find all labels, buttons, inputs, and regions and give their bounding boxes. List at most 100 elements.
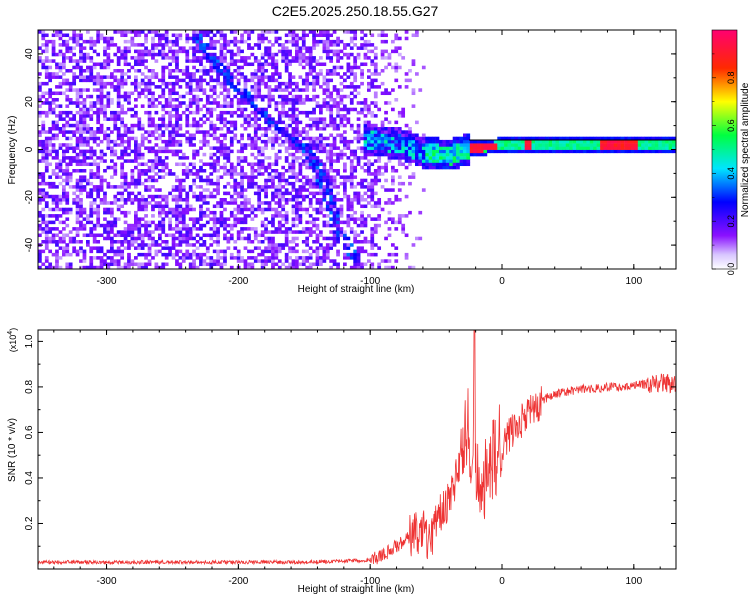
heatmap-cell: [415, 162, 419, 167]
heatmap-cell: [144, 252, 148, 257]
heatmap-cell: [216, 146, 220, 150]
heatmap-cell: [205, 30, 210, 34]
heatmap-cell: [277, 230, 282, 234]
heatmap-cell: [260, 107, 265, 112]
heatmap-cell: [384, 127, 388, 131]
heatmap-cell: [257, 85, 262, 89]
heatmap-cell: [507, 136, 512, 141]
heatmap-cell: [247, 78, 251, 83]
heatmap-cell: [397, 198, 402, 202]
heatmap-cell: [219, 204, 224, 209]
heatmap-cell: [199, 191, 203, 196]
heatmap-cell: [257, 136, 262, 141]
heatmap-cell: [161, 130, 166, 134]
heatmap-cell: [134, 85, 138, 89]
heatmap-cell: [370, 217, 375, 221]
heatmap-cell: [223, 94, 227, 99]
heatmap-cell: [504, 146, 508, 150]
heatmap-cell: [216, 69, 220, 73]
heatmap-cell: [456, 139, 460, 144]
heatmap-cell: [178, 114, 183, 118]
heatmap-cell: [308, 230, 313, 234]
heatmap-cell: [113, 262, 118, 267]
heatmap-cell: [630, 143, 635, 147]
heatmap-cell: [171, 246, 176, 250]
heatmap-cell: [48, 143, 53, 147]
heatmap-cell: [370, 236, 375, 241]
heatmap-cell: [216, 178, 220, 183]
heatmap-cell: [665, 149, 669, 154]
heatmap-cell: [192, 165, 196, 170]
heatmap-cell: [127, 233, 131, 238]
heatmap-cell: [312, 143, 316, 147]
heatmap-cell: [144, 227, 148, 231]
heatmap-cell: [243, 59, 248, 63]
heatmap-cell: [137, 252, 142, 257]
heatmap-cell: [308, 214, 313, 218]
heatmap-cell: [178, 233, 183, 238]
heatmap-cell: [421, 156, 426, 160]
heatmap-cell: [401, 139, 406, 144]
heatmap-cell: [209, 194, 214, 199]
heatmap-cell: [99, 246, 104, 250]
heatmap-cell: [346, 120, 351, 125]
heatmap-cell: [154, 110, 159, 115]
heatmap-cell: [202, 69, 207, 73]
heatmap-cell: [209, 78, 214, 83]
heatmap-cell: [79, 246, 83, 250]
heatmap-cell: [161, 198, 166, 202]
heatmap-cell: [178, 36, 183, 41]
heatmap-cell: [240, 175, 244, 179]
heatmap-cell: [387, 227, 392, 231]
heatmap-cell: [401, 130, 406, 134]
heatmap-cell: [185, 172, 190, 176]
heatmap-cell: [205, 214, 210, 218]
heatmap-cell: [250, 185, 255, 189]
heatmap-cell: [329, 175, 334, 179]
heatmap-cell: [387, 265, 392, 269]
heatmap-cell: [86, 94, 90, 99]
heatmap-cell: [343, 123, 347, 128]
heatmap-cell: [185, 233, 190, 238]
heatmap-cell: [356, 246, 361, 250]
heatmap-cell: [336, 49, 340, 54]
heatmap-cell: [116, 91, 121, 96]
heatmap-cell: [96, 223, 101, 228]
heatmap-cell: [322, 169, 327, 173]
heatmap-cell: [648, 146, 652, 150]
heatmap-cell: [41, 36, 46, 41]
heatmap-cell: [82, 88, 87, 92]
heatmap-cell: [346, 175, 351, 179]
heatmap-cell: [158, 233, 162, 238]
heatmap-cell: [127, 146, 131, 150]
heatmap-cell: [271, 65, 275, 70]
heatmap-cell: [325, 236, 330, 241]
heatmap-cell: [277, 75, 282, 79]
heatmap-cell: [55, 207, 59, 212]
heatmap-cell: [253, 85, 258, 89]
heatmap-cell: [110, 175, 114, 179]
heatmap-cell: [48, 240, 53, 244]
heatmap-cell: [284, 149, 289, 154]
heatmap-cell: [370, 139, 375, 144]
heatmap-cell: [236, 252, 241, 257]
heatmap-cell: [301, 149, 306, 154]
heatmap-cell: [103, 52, 107, 57]
heatmap-cell: [356, 56, 361, 60]
heatmap-cell: [291, 94, 296, 99]
heatmap-cell: [370, 233, 375, 238]
heatmap-cell: [130, 36, 135, 41]
heatmap-cell: [240, 94, 244, 99]
heatmap-cell: [199, 78, 203, 83]
heatmap-cell: [158, 43, 162, 47]
heatmap-cell: [226, 172, 231, 176]
heatmap-cell: [51, 181, 56, 186]
heatmap-cell: [373, 65, 378, 70]
heatmap-cell: [463, 156, 467, 160]
heatmap-cell: [171, 149, 176, 154]
heatmap-cell: [459, 152, 464, 157]
heatmap-cell: [151, 43, 155, 47]
heatmap-cell: [140, 78, 145, 83]
heatmap-cell: [250, 104, 255, 108]
heatmap-cell: [397, 181, 402, 186]
